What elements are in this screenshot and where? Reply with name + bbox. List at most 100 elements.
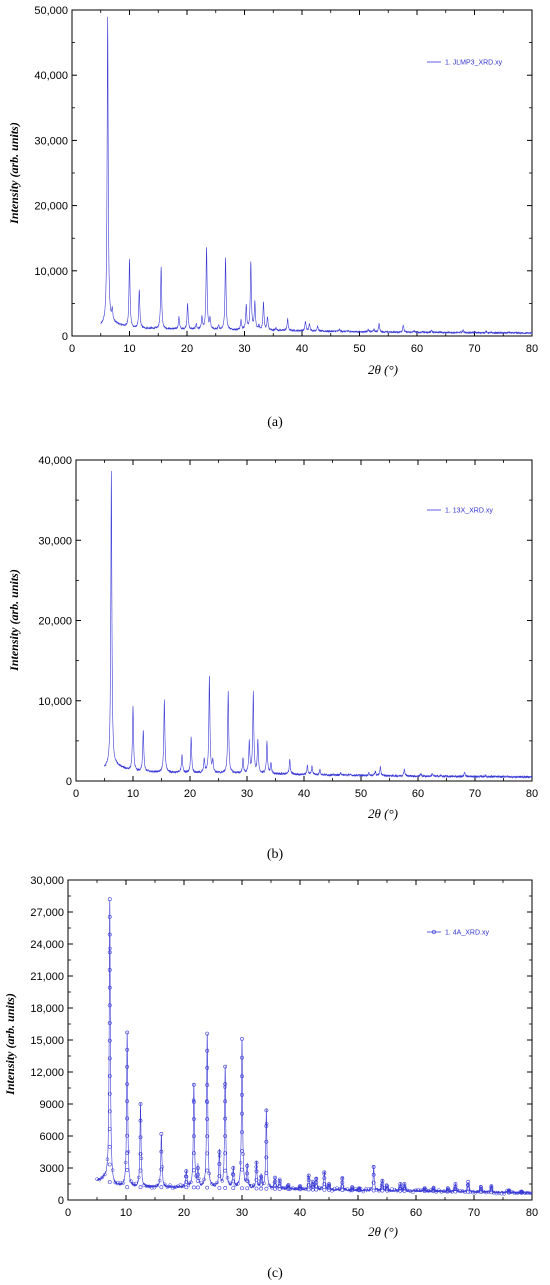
x-tick-label: 40 xyxy=(294,1207,306,1219)
data-point xyxy=(317,1186,321,1190)
data-point xyxy=(147,1184,151,1189)
data-point xyxy=(505,1189,509,1193)
y-tick-label: 3000 xyxy=(40,1163,64,1175)
xrd-trace xyxy=(100,16,533,335)
data-point xyxy=(398,1184,403,1189)
data-point xyxy=(465,1183,470,1187)
data-point xyxy=(499,1192,504,1196)
data-point xyxy=(107,985,112,990)
y-tick-label: 0 xyxy=(62,331,68,343)
x-tick-label: 30 xyxy=(238,343,250,355)
data-point xyxy=(223,1085,227,1089)
data-point xyxy=(184,1185,189,1190)
x-tick-label: 30 xyxy=(241,788,253,800)
x-tick-label: 10 xyxy=(127,788,139,800)
y-tick-label: 21,000 xyxy=(30,971,64,983)
data-point xyxy=(259,1182,264,1187)
x-tick-label: 60 xyxy=(411,343,423,355)
panel-b: Intensity (arb. units) 2θ (°) (b) 0 10 20 3… xyxy=(7,455,538,862)
data-point xyxy=(217,1150,222,1154)
data-point xyxy=(340,1184,345,1189)
data-point xyxy=(296,1186,300,1191)
data-point xyxy=(340,1175,345,1180)
data-point xyxy=(108,946,112,951)
y-axis-title: Intensity (arb. units) xyxy=(7,122,21,225)
data-point xyxy=(231,1166,236,1170)
data-point xyxy=(107,1074,112,1078)
data-point xyxy=(371,1180,376,1185)
data-point xyxy=(382,1186,386,1190)
data-point xyxy=(411,1190,415,1194)
data-point xyxy=(191,1117,196,1121)
data-point xyxy=(476,1189,480,1194)
data-point xyxy=(225,1176,230,1180)
data-point xyxy=(186,1183,191,1188)
data-point xyxy=(125,1116,130,1121)
data-point xyxy=(322,1187,327,1192)
legend-label: 1. JLMP3_XRD.xy xyxy=(445,60,503,67)
data-point xyxy=(199,1180,204,1185)
data-point xyxy=(240,1055,244,1060)
data-point xyxy=(348,1188,352,1193)
data-point xyxy=(107,1056,112,1061)
y-tick-label: 0 xyxy=(66,776,72,788)
data-point xyxy=(273,1183,277,1188)
data-point xyxy=(402,1184,407,1189)
data-point xyxy=(107,1144,112,1149)
data-point xyxy=(361,1189,365,1194)
data-point xyxy=(125,1082,130,1086)
data-point xyxy=(196,1166,200,1170)
x-tick-label: 20 xyxy=(181,343,193,355)
data-point xyxy=(314,1187,319,1192)
data-point xyxy=(138,1102,143,1106)
data-point xyxy=(116,1181,120,1185)
y-tick-label: 6000 xyxy=(40,1131,64,1143)
data-point xyxy=(95,1177,99,1181)
panel-c: Intensity (arb. units) 2θ (°) (c) 0 10 20 3… xyxy=(3,875,538,1281)
panel-caption: (b) xyxy=(267,847,284,862)
x-tick-label: 60 xyxy=(412,788,424,800)
data-point xyxy=(230,1172,235,1176)
data-point xyxy=(319,1186,324,1190)
data-point xyxy=(246,1180,251,1184)
data-point xyxy=(301,1186,305,1191)
data-point xyxy=(107,968,112,972)
x-tick-label: 60 xyxy=(410,1207,422,1219)
data-point xyxy=(322,1176,327,1181)
data-point xyxy=(205,1117,210,1122)
data-point xyxy=(202,1177,206,1182)
data-point xyxy=(157,1178,162,1183)
data-point xyxy=(159,1185,164,1190)
data-point xyxy=(110,1168,115,1172)
data-point xyxy=(523,1191,527,1195)
x-tick-label: 40 xyxy=(296,343,308,355)
legend-marker xyxy=(431,929,437,935)
data-point xyxy=(107,1109,112,1114)
data-point xyxy=(105,1157,110,1161)
data-point xyxy=(518,1190,522,1194)
data-point xyxy=(205,1168,210,1173)
data-point xyxy=(223,1099,228,1104)
data-point xyxy=(205,1048,210,1053)
data-point xyxy=(107,1003,112,1008)
data-point xyxy=(371,1165,376,1169)
data-point xyxy=(236,1182,240,1186)
data-point xyxy=(280,1186,285,1190)
data-point xyxy=(152,1185,157,1190)
data-point xyxy=(97,1177,102,1182)
data-point xyxy=(345,1187,350,1191)
data-point xyxy=(525,1191,530,1195)
data-point xyxy=(494,1191,499,1196)
data-point xyxy=(125,1168,130,1172)
x-axis-title: 2θ (°) xyxy=(368,806,398,821)
data-point xyxy=(434,1190,439,1194)
data-point xyxy=(306,1175,311,1180)
x-tick-label: 10 xyxy=(120,1207,132,1219)
x-tick-label: 50 xyxy=(355,788,367,800)
data-point xyxy=(168,1183,172,1187)
data-point xyxy=(245,1171,250,1176)
data-point xyxy=(398,1182,403,1186)
y-tick-label: 9000 xyxy=(40,1099,64,1111)
data-point xyxy=(311,1183,316,1187)
